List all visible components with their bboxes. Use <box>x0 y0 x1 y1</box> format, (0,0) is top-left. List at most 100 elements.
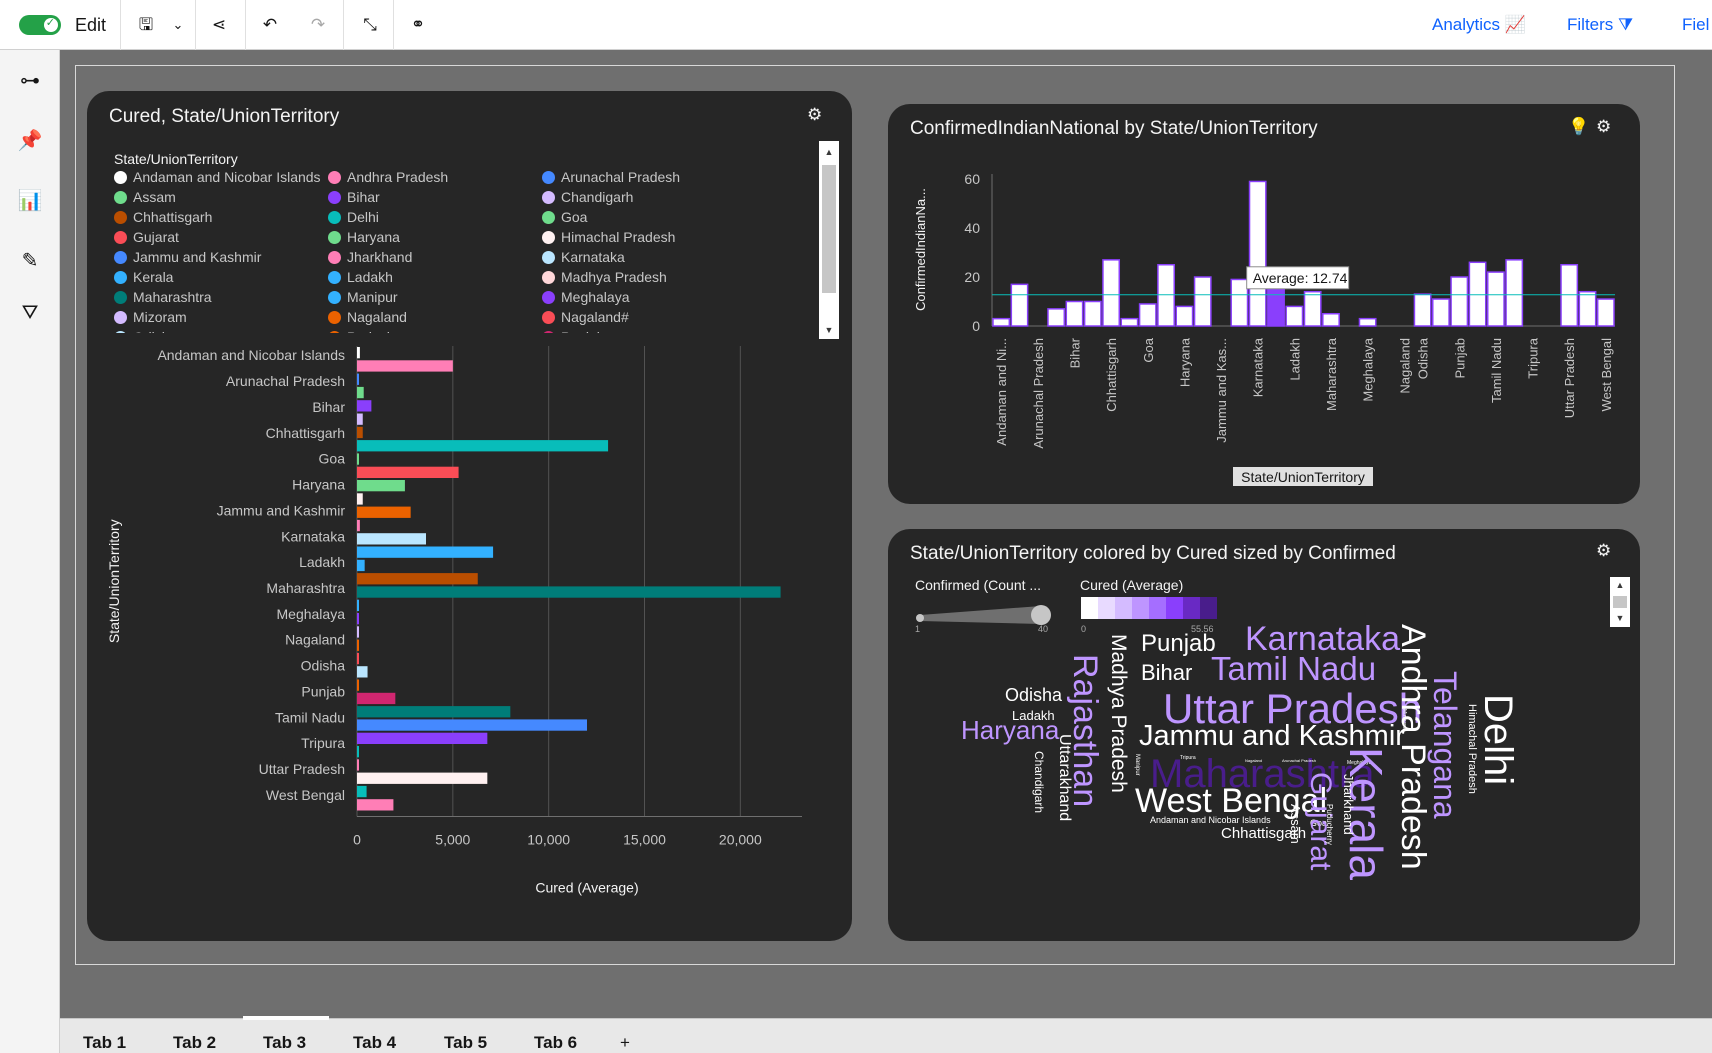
save-icon[interactable]: 🖫 <box>138 15 154 34</box>
word-cloud-word[interactable]: Andaman and Nicobar Islands <box>1150 815 1271 825</box>
legend-item[interactable]: Madhya Pradesh <box>542 269 667 285</box>
legend-item[interactable]: Chandigarh <box>542 189 633 205</box>
legend-scrollbar[interactable]: ▲ ▼ <box>1610 577 1630 627</box>
legend-item[interactable]: Assam <box>114 189 176 205</box>
legend-item[interactable]: Karnataka <box>542 249 625 265</box>
cured-bar-chart-card[interactable]: Cured, State/UnionTerritory ⚙ State/Unio… <box>87 91 852 941</box>
legend-item[interactable]: Andhra Pradesh <box>328 169 448 185</box>
undo-icon[interactable]: ↶ <box>262 15 278 34</box>
visualizations-icon[interactable]: 📊 <box>17 190 43 212</box>
word-cloud-word[interactable]: Tamil Nadu <box>1211 650 1377 687</box>
bar <box>357 400 372 412</box>
scroll-down-icon[interactable]: ▼ <box>1615 613 1625 623</box>
legend-item[interactable]: Meghalaya <box>542 289 630 305</box>
legend-item[interactable]: Nagaland# <box>542 309 629 325</box>
legend-item[interactable]: Punjab <box>542 329 605 333</box>
legend-item[interactable]: Maharashtra <box>114 289 212 305</box>
word-cloud-word[interactable]: Chhattisgarh <box>1221 825 1307 842</box>
word-cloud-word[interactable]: Bihar <box>1141 660 1193 685</box>
legend-item[interactable]: Puducherry <box>328 329 419 333</box>
fields-button[interactable]: Fiel <box>1682 15 1709 35</box>
word-cloud-word[interactable]: Haryana <box>961 715 1060 745</box>
data-tree-icon[interactable]: ⊶ <box>20 70 40 92</box>
legend-item[interactable]: Manipur <box>328 289 398 305</box>
word-cloud-word[interactable]: Madhya Pradesh <box>1107 634 1130 793</box>
word-cloud-word[interactable]: Chandigarh <box>1032 751 1046 814</box>
word-cloud-word[interactable]: West Bengal <box>1135 782 1328 820</box>
word-cloud-word[interactable]: Uttar Pradesh <box>1163 685 1423 732</box>
word-cloud-word[interactable]: Punjab <box>1141 630 1216 657</box>
wordcloud-card[interactable]: State/UnionTerritory colored by Cured si… <box>888 529 1640 941</box>
redo-icon[interactable]: ↷ <box>310 15 326 34</box>
legend-scrollbar[interactable]: ▲ ▼ <box>819 141 839 339</box>
tab-2[interactable]: Tab 2 <box>173 1033 217 1052</box>
legend-item[interactable]: Bihar <box>328 189 380 205</box>
word-cloud-word[interactable]: Andhra Pradesh <box>1394 624 1432 870</box>
share-icon[interactable]: ⋖ <box>211 15 227 34</box>
tab-1[interactable]: Tab 1 <box>83 1033 127 1052</box>
scroll-thumb[interactable] <box>1613 596 1627 608</box>
legend-item[interactable]: Gujarat <box>114 229 179 245</box>
word-cloud-word[interactable]: Odisha <box>1005 685 1063 705</box>
size-legend-slider[interactable] <box>915 596 1055 626</box>
legend-item[interactable]: Chhattisgarh <box>114 209 212 225</box>
word-cloud-word[interactable]: Goa <box>1310 818 1328 828</box>
legend-item[interactable]: Nagaland <box>328 309 407 325</box>
legend-item[interactable]: Arunachal Pradesh <box>542 169 680 185</box>
scroll-thumb[interactable] <box>822 165 836 293</box>
word-cloud-word[interactable]: Jharkhand <box>1341 774 1356 835</box>
word-cloud-word[interactable]: Himachal Pradesh <box>1466 704 1478 794</box>
word-cloud-word[interactable]: Uttarakhand <box>1056 734 1073 822</box>
settings-icon[interactable]: ⚙ <box>807 105 823 124</box>
word-cloud-word[interactable]: Nagaland <box>1245 758 1263 763</box>
word-cloud-word[interactable]: Arunachal Pradesh <box>1282 758 1317 763</box>
legend-item[interactable]: Kerala <box>114 269 173 285</box>
word-cloud-word[interactable]: Manipur <box>1134 754 1140 776</box>
legend-item[interactable]: Delhi <box>328 209 379 225</box>
word-cloud-word[interactable]: Maharashtra <box>1150 752 1375 796</box>
collapse-icon[interactable]: ⤡ <box>363 15 377 34</box>
word-cloud-word[interactable]: Ladakh <box>1012 708 1055 723</box>
word-cloud-word[interactable]: Telangana <box>1427 671 1463 819</box>
word-cloud-word[interactable]: Karnataka <box>1245 620 1400 658</box>
scroll-down-icon[interactable]: ▼ <box>824 325 834 335</box>
settings-icon[interactable]: ⚙ <box>1596 541 1612 560</box>
word-cloud-word[interactable]: Gujarat <box>1304 772 1337 871</box>
scroll-up-icon[interactable]: ▲ <box>824 147 834 157</box>
widgets-icon[interactable]: ✎ <box>21 250 39 272</box>
connect-icon[interactable]: ⚭ <box>410 15 426 34</box>
analytics-button[interactable]: Analytics 📈 <box>1432 15 1526 35</box>
word-cloud-word[interactable]: Jammu and Kashmir <box>1139 720 1405 752</box>
assistant-icon[interactable]: ⛛ <box>21 302 39 324</box>
tab-6[interactable]: Tab 6 <box>534 1033 578 1052</box>
legend-item[interactable]: Jammu and Kashmir <box>114 249 261 265</box>
word-cloud-word[interactable]: Tripura <box>1180 755 1196 761</box>
legend-item[interactable]: Mizoram <box>114 309 187 325</box>
add-tab-button[interactable]: + <box>620 1033 630 1052</box>
confirmed-bar-chart-card[interactable]: ConfirmedIndianNational by State/UnionTe… <box>888 104 1640 504</box>
legend-item[interactable]: Jharkhand <box>328 249 412 265</box>
chevron-down-icon[interactable]: ⌄ <box>172 17 184 32</box>
legend-item[interactable]: Himachal Pradesh <box>542 229 675 245</box>
tab-5[interactable]: Tab 5 <box>444 1033 488 1052</box>
legend-item[interactable]: Andaman and Nicobar Islands <box>114 169 321 185</box>
word-cloud-word[interactable]: Delhi <box>1476 694 1520 786</box>
legend-item[interactable]: Ladakh <box>328 269 393 285</box>
pin-icon[interactable]: 📌 <box>17 130 43 152</box>
word-cloud-word[interactable]: Rajasthan <box>1066 654 1104 808</box>
legend-item[interactable]: Odisha <box>114 329 177 333</box>
word-cloud-word[interactable]: Puducherry <box>1325 804 1334 845</box>
tab-3[interactable]: Tab 3 <box>263 1033 307 1052</box>
word-cloud-word[interactable]: Kerala <box>1340 747 1392 880</box>
scroll-up-icon[interactable]: ▲ <box>1615 580 1625 590</box>
tab-4[interactable]: Tab 4 <box>353 1033 397 1052</box>
word-cloud-word[interactable]: Meghalaya <box>1347 760 1372 766</box>
insight-bulb-icon[interactable]: 💡 <box>1568 117 1590 136</box>
filters-button[interactable]: Filters ⧩ <box>1567 15 1633 35</box>
word-cloud-word[interactable]: Mizoram <box>1401 709 1407 729</box>
edit-toggle[interactable]: ✓ <box>19 15 61 35</box>
settings-icon[interactable]: ⚙ <box>1596 117 1612 136</box>
legend-item[interactable]: Haryana <box>328 229 400 245</box>
word-cloud-word[interactable]: Assam <box>1288 804 1303 844</box>
legend-item[interactable]: Goa <box>542 209 587 225</box>
